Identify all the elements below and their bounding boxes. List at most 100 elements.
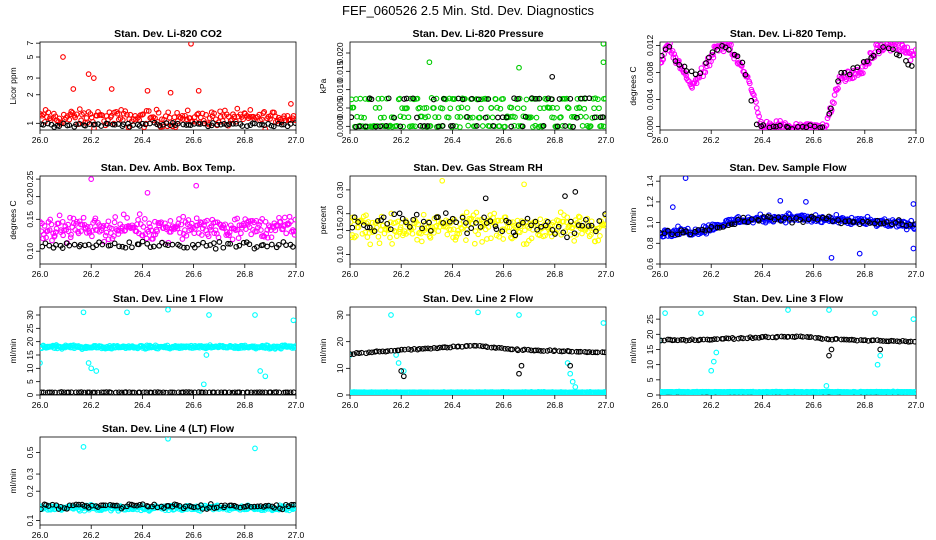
data-point (127, 111, 134, 118)
data-point (398, 368, 405, 374)
chart-panel: Stan. Dev. Sample Flow 26.0 26.2 26.4 26.6 26… (628, 162, 925, 279)
data-point (520, 241, 527, 247)
y-tick-label: 20 (645, 329, 655, 339)
y-tick-label: 0.015 (335, 60, 345, 82)
x-tick-label: 26.2 (703, 269, 720, 279)
data-point (883, 218, 890, 225)
data-point (841, 336, 847, 343)
data-point (411, 96, 417, 103)
panel-title: Stan. Dev. Line 4 (LT) Flow (102, 423, 235, 435)
data-point (423, 105, 430, 111)
data-point (587, 123, 594, 129)
x-tick-label: 27.0 (598, 400, 615, 410)
data-point (173, 502, 180, 508)
data-point (111, 219, 118, 226)
data-point (203, 112, 209, 118)
data-point (444, 344, 450, 351)
data-point (419, 113, 425, 120)
data-point (688, 68, 695, 75)
data-point (100, 502, 107, 509)
data-point (905, 61, 912, 68)
data-point (102, 232, 109, 239)
data-point (466, 215, 473, 222)
data-point (497, 105, 504, 112)
y-axis-label: ml/min (628, 338, 638, 363)
data-point (805, 216, 812, 223)
data-point (447, 344, 454, 351)
data-point (202, 389, 209, 395)
data-points (660, 176, 916, 261)
data-point (563, 95, 570, 102)
data-point (600, 59, 606, 66)
data-point (421, 105, 428, 111)
data-point (108, 86, 115, 92)
panel-title: Stan. Dev. Li-820 Pressure (412, 28, 543, 40)
data-point (212, 219, 219, 226)
data-point (91, 389, 98, 395)
data-point (350, 114, 355, 121)
data-point (472, 228, 479, 234)
data-point (212, 227, 219, 234)
y-tick-label: 0 (645, 392, 655, 397)
y-tick-label: 0.15 (335, 222, 345, 239)
data-point (495, 114, 501, 121)
data-point (523, 96, 530, 103)
data-point (785, 307, 791, 313)
data-point (427, 123, 434, 129)
data-point (676, 57, 682, 64)
data-point (781, 333, 788, 340)
data-point (351, 214, 358, 221)
x-tick-label: 26.4 (134, 269, 151, 279)
data-point (40, 360, 43, 366)
data-point (51, 124, 58, 130)
data-point (150, 243, 157, 250)
data-point (453, 219, 460, 226)
data-point (601, 222, 606, 229)
data-point (401, 96, 408, 102)
data-point (488, 235, 494, 242)
data-point (176, 216, 182, 222)
y-tick-label: 15 (645, 344, 655, 354)
data-point (183, 116, 190, 123)
data-point (473, 209, 480, 216)
data-point (888, 337, 895, 344)
data-point (135, 216, 141, 223)
data-point (751, 96, 758, 103)
data-point (73, 121, 79, 128)
data-point (165, 109, 172, 116)
data-point (267, 389, 274, 395)
data-point (92, 121, 98, 128)
data-point (229, 236, 236, 243)
data-point (741, 68, 747, 75)
data-point (261, 109, 268, 115)
data-point (193, 215, 200, 222)
data-point (588, 231, 594, 238)
data-point (73, 218, 80, 225)
data-point (415, 221, 422, 228)
x-tick-label: 26.2 (703, 400, 720, 410)
x-tick-label: 27.0 (288, 530, 305, 540)
x-tick-label: 26.6 (495, 269, 512, 279)
data-point (66, 116, 73, 123)
data-point (76, 218, 83, 225)
data-point (134, 502, 140, 509)
chart-panel: Stan. Dev. Li-820 CO2 26.0 26.2 26.4 26.6 26.… (8, 28, 305, 145)
data-point (515, 222, 522, 228)
x-tick-label: 26.6 (495, 135, 512, 145)
data-point (141, 389, 147, 395)
data-point (387, 226, 394, 233)
data-point (410, 216, 417, 223)
data-point (67, 214, 73, 221)
data-point (118, 389, 125, 395)
data-point (167, 389, 174, 395)
data-point (477, 224, 484, 230)
data-point (213, 504, 220, 511)
data-point (453, 123, 459, 130)
data-point (600, 320, 606, 326)
data-point (292, 216, 296, 223)
data-point (218, 389, 225, 395)
data-point (439, 105, 446, 112)
data-point (156, 242, 163, 249)
data-point (542, 232, 548, 239)
data-point (100, 223, 107, 229)
